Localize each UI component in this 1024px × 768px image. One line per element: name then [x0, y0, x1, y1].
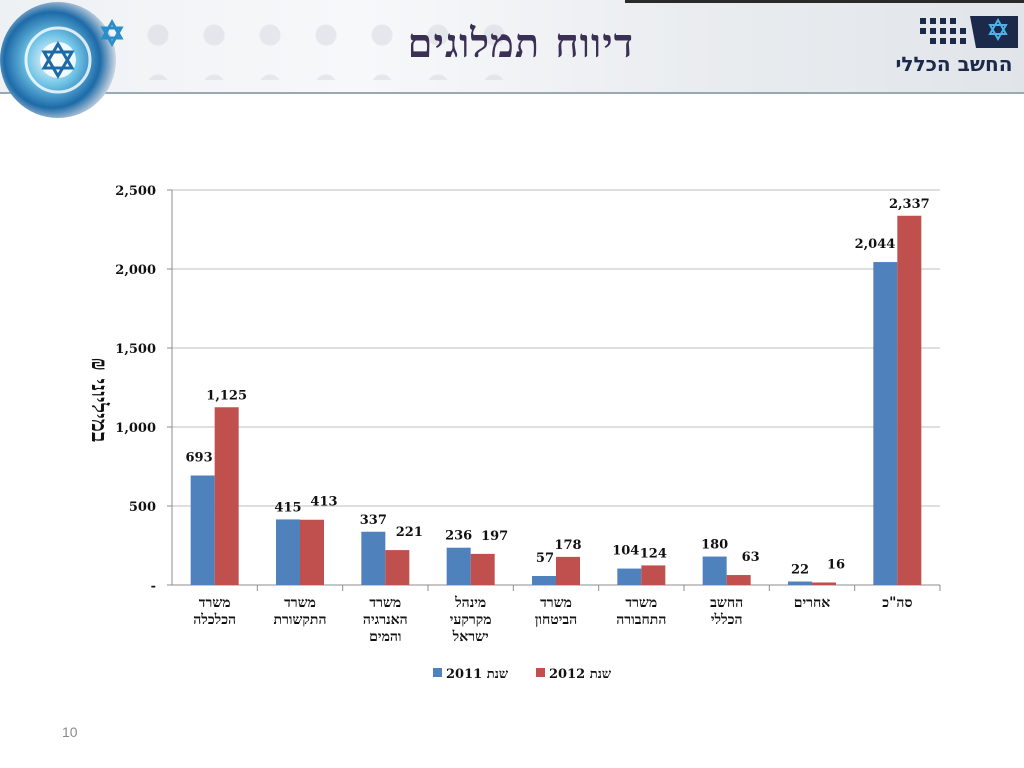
- category-label: הכלכלה: [193, 612, 236, 628]
- category-label: משרד: [369, 595, 401, 611]
- slide-header: [0, 0, 1024, 92]
- category-label: סה"כ: [882, 595, 912, 611]
- data-label-2012: 63: [742, 550, 760, 565]
- data-label-2012: 178: [554, 538, 581, 553]
- bar-2011: [788, 581, 812, 585]
- bar-2011: [617, 568, 642, 585]
- category-label: משרד: [199, 595, 231, 611]
- y-tick-label: 500: [129, 500, 156, 515]
- data-label-2011: 2,044: [855, 237, 896, 252]
- category-label: האנרגיה: [363, 612, 408, 628]
- bar-2012: [812, 582, 836, 585]
- bar-2012: [897, 215, 922, 585]
- data-label-2012: 2,337: [889, 197, 930, 212]
- data-label-2012: 1,125: [206, 388, 247, 403]
- data-label-2012: 124: [640, 546, 667, 561]
- category-label: החשב: [710, 595, 743, 611]
- bar-2012: [641, 565, 666, 585]
- category-label: ישראל: [452, 629, 489, 645]
- bar-2011: [873, 262, 898, 585]
- bar-2011: [276, 519, 300, 585]
- bar-2012: [300, 519, 324, 585]
- bar-2012: [556, 556, 580, 585]
- data-label-2011: 57: [536, 551, 554, 566]
- category-label: מקרקעי: [450, 612, 492, 628]
- category-label: התקשורת: [274, 612, 327, 628]
- y-tick-label: 1,500: [115, 342, 156, 357]
- y-axis-label: במיליוני ₪: [86, 357, 112, 442]
- data-label-2011: 693: [186, 451, 213, 466]
- data-label-2011: 415: [274, 500, 301, 515]
- page-title: דיווח תמלוגים: [407, 20, 634, 67]
- bar-2011: [361, 531, 386, 585]
- data-label-2011: 236: [445, 529, 472, 544]
- data-label-2011: 337: [360, 513, 387, 528]
- legend-swatch-2012: [536, 668, 545, 677]
- header-pattern: [130, 10, 510, 80]
- legend-label-2012: שנת 2012: [549, 667, 612, 682]
- data-label-2012: 197: [481, 529, 508, 544]
- accountant-general-logo-icon: [920, 16, 1018, 48]
- data-label-2011: 22: [791, 563, 809, 578]
- data-label-2011: 180: [701, 538, 728, 553]
- data-label-2012: 221: [396, 525, 423, 540]
- emblem-star-of-david-icon: [0, 2, 124, 118]
- bar-2012: [214, 407, 239, 585]
- y-tick-label: 1,000: [115, 421, 156, 436]
- category-label: הכללי: [711, 612, 743, 628]
- bar-2012: [385, 550, 410, 585]
- slide-number: 10: [62, 724, 78, 740]
- category-label: משרד: [284, 595, 316, 611]
- y-tick-label: -: [151, 579, 156, 594]
- data-label-2012: 413: [310, 495, 337, 510]
- y-tick-label: 2,000: [115, 263, 156, 278]
- y-tick-label: 2,500: [115, 184, 156, 199]
- logo-text: החשב הכללי: [895, 52, 1013, 76]
- header-divider: [0, 92, 1024, 94]
- category-label: הביטחון: [535, 612, 577, 628]
- bar-2011: [446, 547, 471, 585]
- legend-label-2011: שנת 2011: [446, 667, 509, 682]
- data-label-2011: 104: [612, 544, 639, 559]
- header-top-bar: [625, 0, 1024, 3]
- category-label: משרד: [625, 595, 657, 611]
- bar-2011: [190, 475, 215, 585]
- category-label: מינהל: [454, 595, 486, 611]
- legend-swatch-2011: [433, 668, 442, 677]
- bar-2011: [702, 556, 727, 585]
- bar-2012: [470, 553, 495, 585]
- category-label: והמים: [369, 629, 401, 645]
- category-label: התחבורה: [616, 612, 666, 628]
- bar-2011: [532, 575, 556, 585]
- category-label: משרד: [540, 595, 572, 611]
- data-label-2012: 16: [827, 557, 845, 572]
- bar-2012: [726, 575, 751, 585]
- category-label: אחרים: [794, 595, 831, 611]
